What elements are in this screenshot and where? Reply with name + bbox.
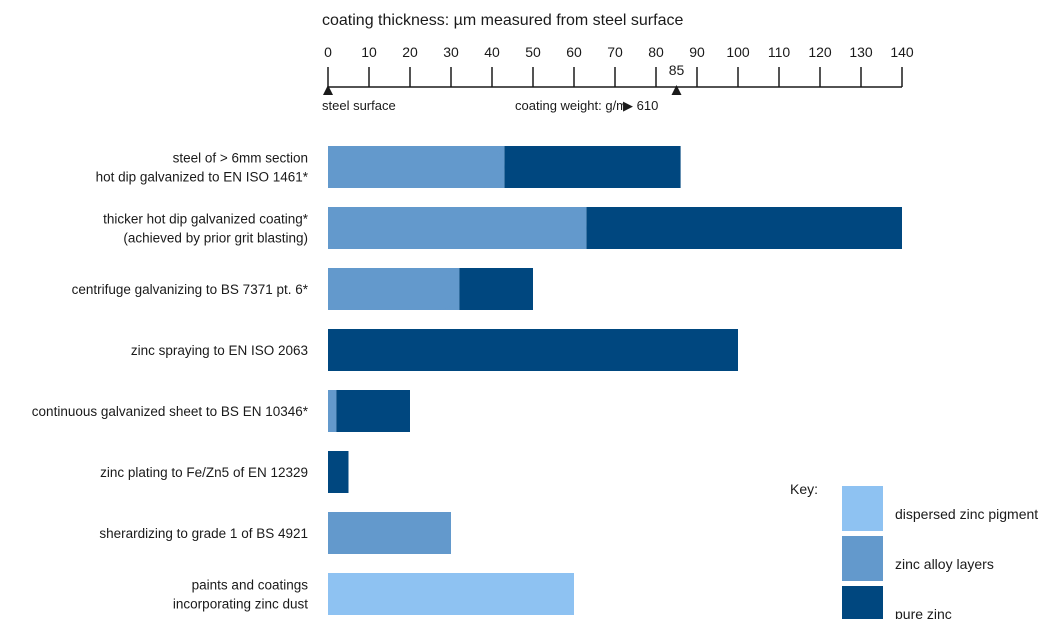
bar-zinc-alloy-layers-6 <box>328 512 451 554</box>
coating-weight-value: ▶ 610 <box>623 98 658 113</box>
coating-weight-note: coating weight: g/m <box>515 98 627 113</box>
tick-label-80: 80 <box>648 44 664 60</box>
tick-label-130: 130 <box>849 44 873 60</box>
tick-label-60: 60 <box>566 44 582 60</box>
bar-pure-zinc-5 <box>328 451 349 493</box>
bar-pure-zinc-3 <box>328 329 738 371</box>
legend: Key: dispersed zinc pigment zinc alloy la… <box>790 481 1038 619</box>
marker-label-steel-surface: steel surface <box>322 98 396 113</box>
category-label-7-0: paints and coatings <box>192 578 309 593</box>
tick-label-10: 10 <box>361 44 377 60</box>
bar-cap-zinc-alloy-layers-2 <box>328 268 460 310</box>
category-label-4-0: continuous galvanized sheet to BS EN 103… <box>32 404 309 419</box>
bar-zinc-alloy-layers-4 <box>328 390 337 432</box>
legend-swatch-dispersed-zinc-pigment <box>842 486 883 531</box>
bar-dispersed-zinc-pigment-7 <box>328 573 574 615</box>
bar-pure-zinc-4 <box>336 390 410 432</box>
bar-pure-zinc-0 <box>504 146 681 188</box>
category-label-0-0: steel of > 6mm section <box>173 151 308 166</box>
category-label-5-0: zinc plating to Fe/Zn5 of EN 12329 <box>100 465 308 480</box>
tick-label-30: 30 <box>443 44 459 60</box>
tick-label-110: 110 <box>768 44 791 60</box>
marker-0 <box>323 85 333 95</box>
bar-cap-zinc-alloy-layers-1 <box>328 207 587 249</box>
legend-swatch-pure-zinc <box>842 586 883 619</box>
tick-label-100: 100 <box>726 44 750 60</box>
bar-cap-zinc-alloy-layers-0 <box>328 146 505 188</box>
legend-swatch-zinc-alloy-layers <box>842 536 883 581</box>
marker-label-85: 85 <box>669 62 685 78</box>
marker-85 <box>671 85 682 95</box>
tick-label-40: 40 <box>484 44 500 60</box>
legend-title: Key: <box>790 481 818 497</box>
tick-label-70: 70 <box>607 44 623 60</box>
category-label-1-1: (achieved by prior grit blasting) <box>123 231 308 246</box>
category-label-7-1: incorporating zinc dust <box>173 597 308 612</box>
category-label-1-0: thicker hot dip galvanized coating* <box>103 212 309 227</box>
tick-label-90: 90 <box>689 44 705 60</box>
legend-label-pure-zinc: pure zinc <box>895 606 952 619</box>
tick-label-140: 140 <box>890 44 914 60</box>
category-label-3-0: zinc spraying to EN ISO 2063 <box>131 343 308 358</box>
tick-label-120: 120 <box>808 44 832 60</box>
legend-label-zinc-alloy-layers: zinc alloy layers <box>895 556 994 572</box>
chart-title: coating thickness: µm measured from stee… <box>322 12 683 29</box>
category-label-6-0: sherardizing to grade 1 of BS 4921 <box>99 526 308 541</box>
bar-pure-zinc-1 <box>586 207 902 249</box>
category-label-2-0: centrifuge galvanizing to BS 7371 pt. 6* <box>72 282 309 297</box>
tick-label-50: 50 <box>525 44 541 60</box>
bar-pure-zinc-2 <box>459 268 533 310</box>
thickness-axis: 0 10 20 30 40 50 60 70 80 90 100 110 120 130 140 steel … <box>322 44 914 113</box>
tick-label-20: 20 <box>402 44 418 60</box>
bar-area: steel of > 6mm section hot dip galvanized… <box>32 146 902 615</box>
tick-label-0: 0 <box>324 44 332 60</box>
legend-label-dispersed-zinc-pigment: dispersed zinc pigment <box>895 506 1038 522</box>
category-label-0-1: hot dip galvanized to EN ISO 1461* <box>96 170 309 185</box>
